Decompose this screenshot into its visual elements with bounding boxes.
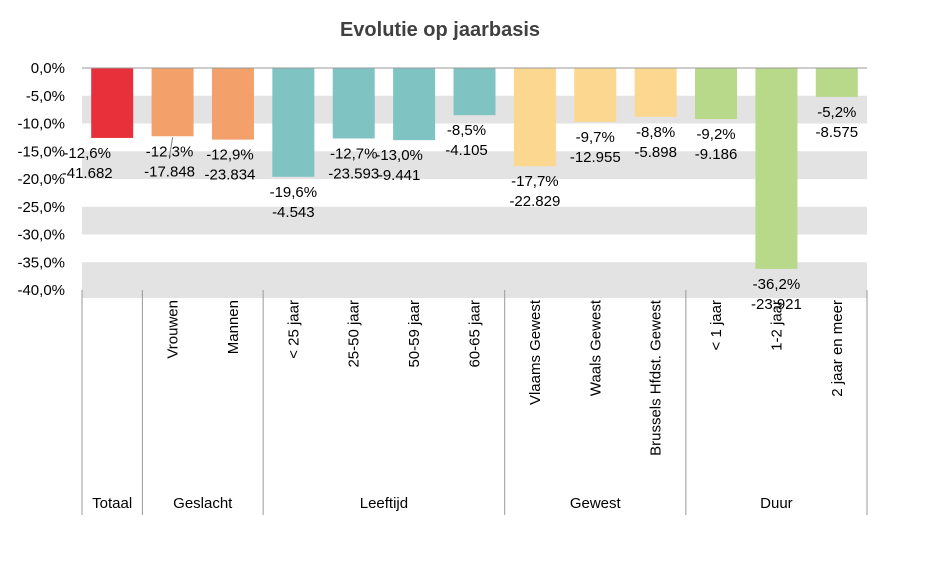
count-label: -9.441: [378, 167, 421, 184]
count-label: -23.593: [328, 165, 379, 182]
bar: [151, 68, 194, 137]
group-label: Leeftijd: [360, 495, 408, 512]
category-label: 25-50 jaar: [346, 300, 363, 368]
count-label: -22.829: [509, 193, 560, 210]
category-label: < 25 jaar: [285, 300, 302, 359]
percent-label: -12,6%: [63, 145, 111, 162]
leader-line: [169, 137, 174, 157]
y-tick-label: -15,0%: [17, 143, 65, 160]
count-label: -8.575: [816, 124, 859, 141]
category-label: Vrouwen: [165, 300, 182, 359]
bars: [82, 67, 867, 269]
category-label: 1-2 jaar: [768, 300, 785, 351]
count-label: -23.834: [205, 167, 256, 184]
bar: [332, 68, 375, 139]
count-label: -23.921: [751, 296, 802, 313]
grid-band: [82, 206, 867, 235]
y-tick-label: -5,0%: [26, 88, 65, 105]
y-tick-label: -25,0%: [17, 199, 65, 216]
bar: [574, 68, 617, 122]
percent-label: -9,2%: [696, 126, 735, 143]
chart-title: Evolutie op jaarbasis: [340, 19, 540, 41]
count-label: -41.682: [62, 165, 113, 182]
bar: [695, 68, 738, 120]
y-tick-label: 0,0%: [31, 60, 65, 77]
percent-label: -8,5%: [447, 122, 486, 139]
grid-band: [82, 151, 867, 179]
category-axis: Vrouwen Mannen < 25 jaar 25-50 jaar 50-59 ja…: [81, 290, 868, 515]
bar: [453, 68, 496, 116]
bar: [211, 68, 254, 140]
percent-label: -5,2%: [817, 104, 856, 121]
category-label: Waals Gewest: [587, 299, 604, 396]
count-label: -9.186: [695, 146, 738, 163]
grid-band: [82, 262, 867, 290]
y-axis: 0,0% -5,0% -10,0% -15,0% -20,0% -25,0% -30,0% -…: [17, 60, 65, 299]
percent-label: -8,8%: [636, 124, 675, 141]
category-label: Mannen: [225, 300, 242, 354]
count-label: -4.543: [272, 204, 315, 221]
count-label: -4.105: [445, 142, 488, 159]
bar: [815, 68, 858, 97]
count-label: -12.955: [570, 149, 621, 166]
group-label: Duur: [760, 495, 793, 512]
bar: [272, 68, 315, 177]
category-label: < 1 jaar: [708, 300, 725, 350]
category-label: 2 jaar en meer: [829, 300, 846, 397]
percent-label: -36,2%: [753, 276, 801, 293]
category-label: Brussels Hfdst. Gewest: [648, 299, 665, 456]
bar: [393, 68, 436, 141]
percent-label: -12,9%: [206, 147, 254, 164]
bar: [755, 68, 798, 269]
count-label: -17.848: [144, 163, 195, 180]
percent-label: -13,0%: [375, 147, 423, 164]
category-label: 60-65 jaar: [467, 300, 484, 368]
y-tick-label: -10,0%: [17, 116, 65, 133]
category-label: Vlaams Gewest: [527, 299, 544, 405]
y-tick-label: -35,0%: [17, 254, 65, 271]
bar: [634, 68, 677, 117]
grid-band: [82, 290, 867, 298]
y-tick-label: -40,0%: [17, 282, 65, 299]
bar: [513, 68, 556, 167]
percent-label: -17,7%: [511, 173, 559, 190]
percent-label: -19,6%: [270, 184, 318, 201]
y-tick-label: -20,0%: [17, 171, 65, 188]
percent-label: -12,3%: [146, 143, 194, 160]
percent-label: -9,7%: [576, 129, 615, 146]
y-tick-label: -30,0%: [17, 227, 65, 244]
group-label: Gewest: [570, 495, 622, 512]
bar: [91, 68, 134, 138]
group-label: Geslacht: [173, 495, 233, 512]
category-label: 50-59 jaar: [406, 300, 423, 368]
percent-label: -12,7%: [330, 145, 378, 162]
group-label: Totaal: [92, 495, 132, 512]
count-label: -5.898: [634, 144, 677, 161]
data-labels: -12,6%-41.682-12,3%-17.848-12,9%-23.834-…: [62, 104, 858, 313]
